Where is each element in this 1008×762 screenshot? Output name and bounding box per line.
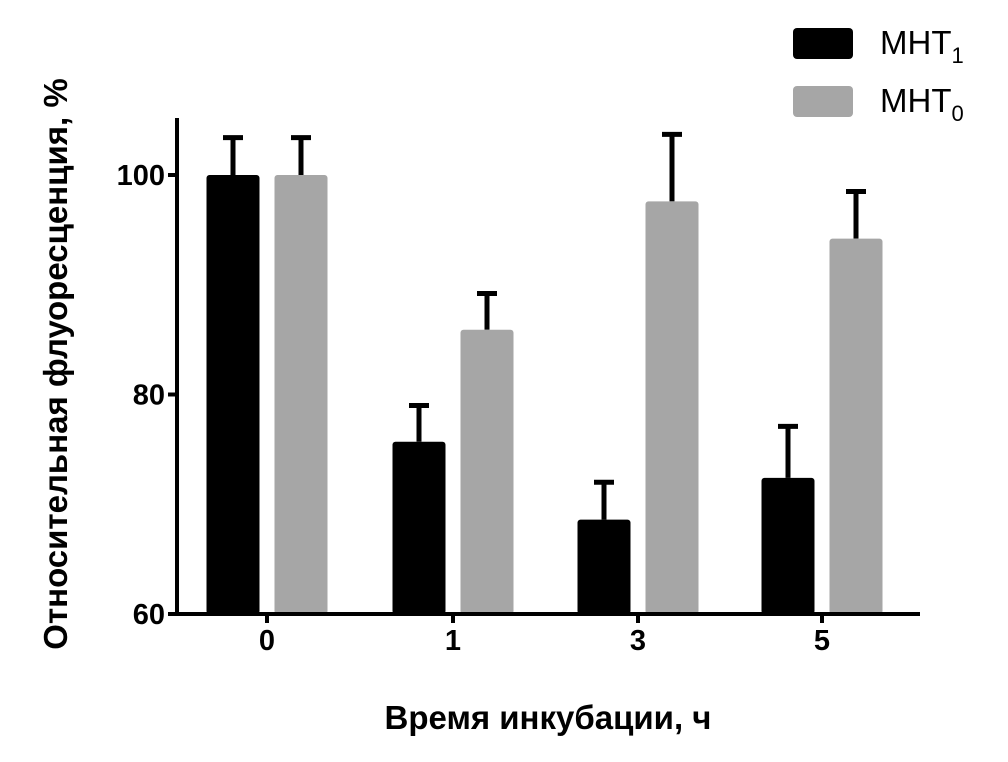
bar: [645, 201, 699, 614]
legend-label-series-1: МНТ1: [880, 24, 964, 68]
x-tick-label: 1: [445, 625, 461, 657]
y-tick-label: 80: [133, 380, 165, 412]
y-tick-label: 100: [117, 160, 165, 192]
bar: [460, 329, 514, 614]
x-tick-label: 3: [630, 625, 646, 657]
legend-swatch-series-2: [793, 86, 853, 117]
y-axis-title: Относительная флуоресценция, %: [37, 78, 74, 649]
bar: [829, 238, 883, 614]
legend-subscript-series-1: 1: [951, 43, 963, 68]
legend-name-series-2: МНТ: [880, 82, 951, 119]
legend-swatch-series-1: [793, 28, 853, 59]
x-tick-label: 0: [259, 625, 275, 657]
legend-subscript-series-2: 0: [951, 101, 963, 126]
bars-layer: [206, 131, 883, 614]
ticks-layer: 60 80 100 0 1 3 5: [117, 160, 830, 657]
bar: [577, 519, 631, 614]
bar: [274, 175, 328, 614]
legend-name-series-1: МНТ: [880, 24, 951, 61]
bar: [761, 477, 815, 614]
legend: МНТ1 МНТ0: [793, 24, 964, 126]
y-tick-label: 60: [133, 599, 165, 631]
bar: [392, 441, 446, 614]
legend-label-series-2: МНТ0: [880, 82, 964, 126]
x-axis-title: Время инкубации, ч: [385, 699, 712, 736]
bar: [206, 175, 260, 614]
x-tick-label: 5: [814, 625, 830, 657]
axes-layer: [175, 118, 920, 616]
